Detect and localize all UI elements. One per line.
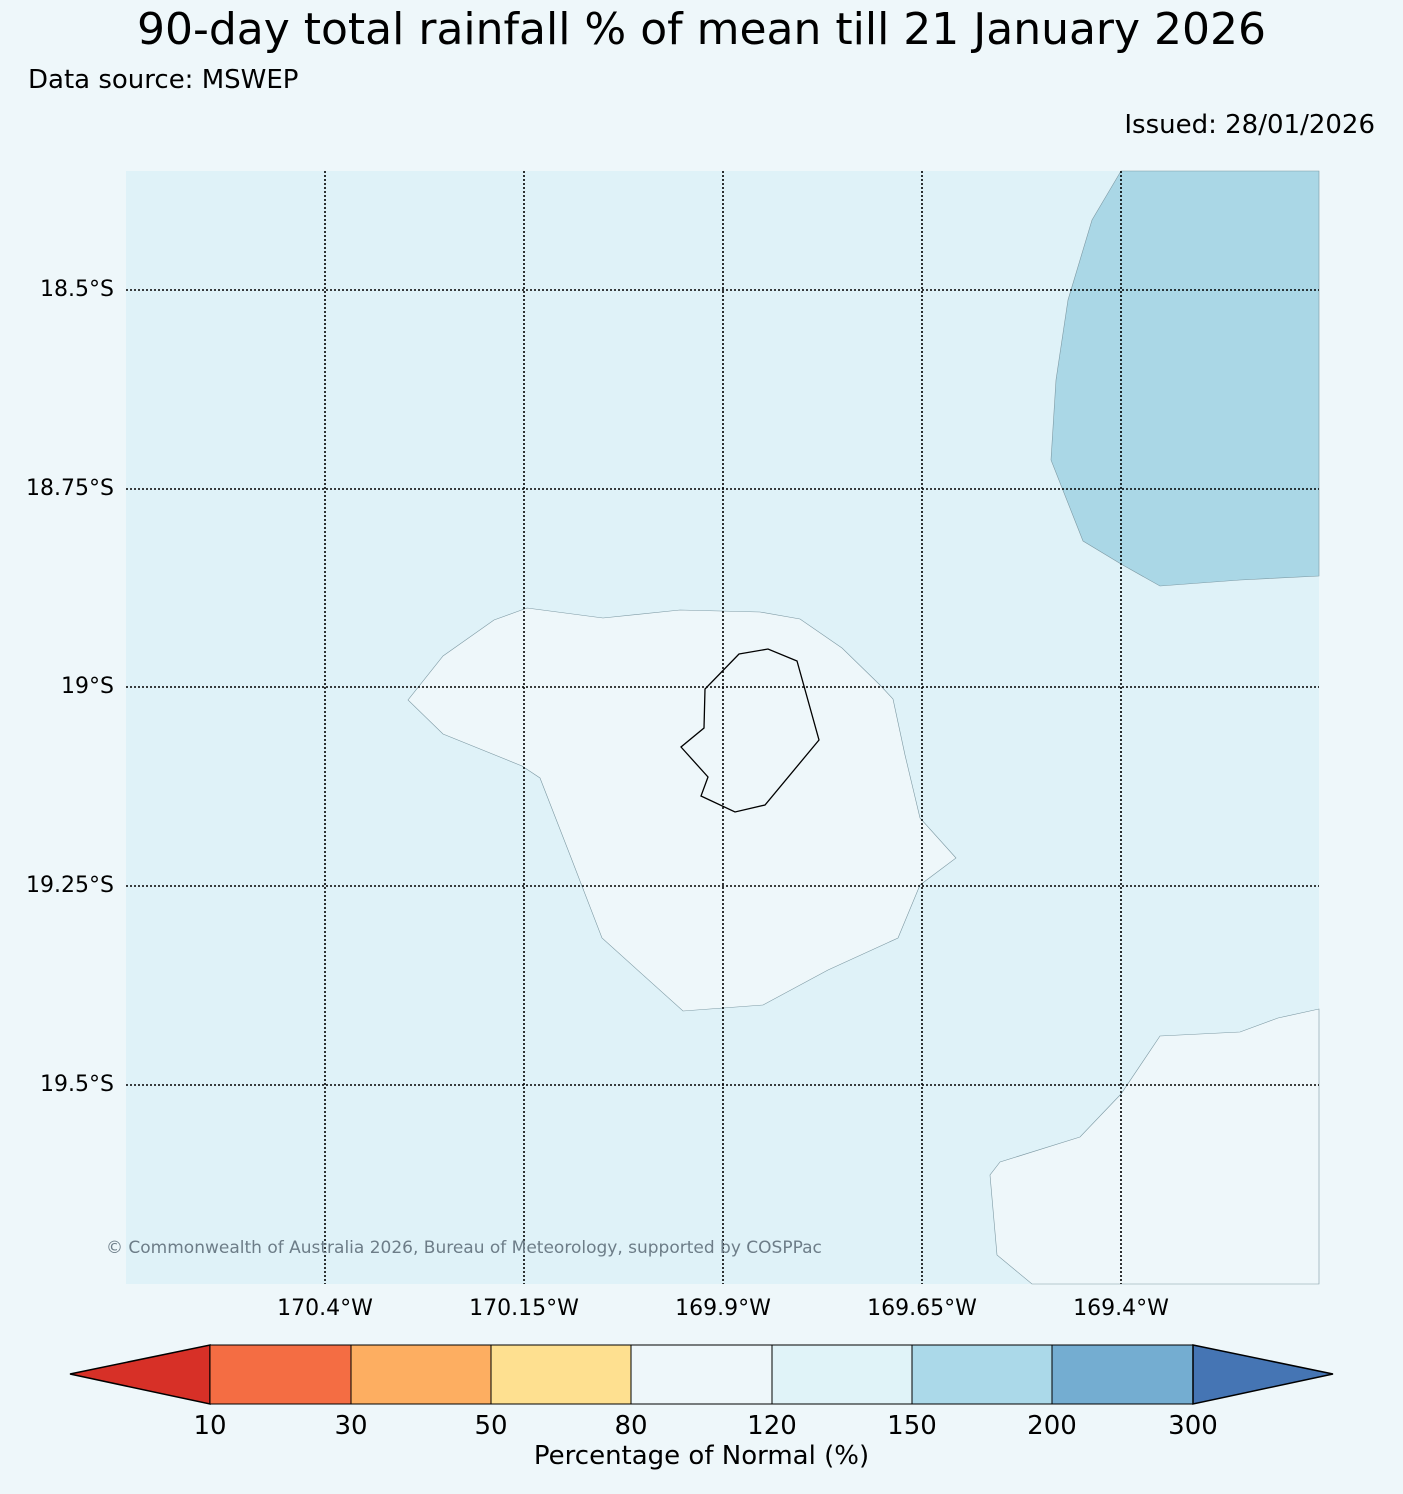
lon-label: 169.9°W [675, 1296, 771, 1321]
colorbar-tick: 30 [334, 1411, 368, 1441]
colorbar-extend-low [69, 1344, 211, 1405]
lat-label: 19°S [61, 674, 114, 699]
map-title: 90-day total rainfall % of mean till 21 … [136, 4, 1267, 55]
island-coastline [680, 648, 820, 813]
colorbar-segment [771, 1344, 913, 1405]
lat-label: 18.75°S [26, 476, 114, 501]
lat-label: 19.25°S [26, 873, 114, 898]
colorbar-segment [490, 1344, 632, 1405]
lat-label: 18.5°S [40, 277, 114, 302]
colorbar-segment [209, 1344, 352, 1405]
colorbar-tick: 50 [474, 1411, 508, 1441]
colorbar-extend-high [1192, 1344, 1334, 1405]
lon-label: 170.15°W [469, 1296, 579, 1321]
colorbar-segment [1051, 1344, 1194, 1405]
lon-label: 169.4°W [1073, 1296, 1169, 1321]
lon-label: 169.65°W [867, 1296, 977, 1321]
region-80-120-center [407, 607, 957, 1012]
colorbar-segment [911, 1344, 1053, 1405]
colorbar-tick: 120 [747, 1411, 797, 1441]
colorbar-tick: 200 [1027, 1411, 1077, 1441]
colorbar-tick: 150 [887, 1411, 937, 1441]
copyright-text: © Commonwealth of Australia 2026, Bureau… [106, 1238, 822, 1258]
colorbar-tick: 300 [1168, 1411, 1218, 1441]
colorbar-title: Percentage of Normal (%) [533, 1441, 870, 1471]
colorbar-tick: 10 [193, 1411, 227, 1441]
colorbar-segment [350, 1344, 492, 1405]
region-150-200 [1050, 170, 1320, 587]
colorbar-segment [630, 1344, 773, 1405]
colorbar-tick: 80 [614, 1411, 648, 1441]
graticule [126, 171, 1319, 1284]
issued-date: Issued: 28/01/2026 [1124, 110, 1375, 140]
region-80-120-southeast [989, 1008, 1320, 1285]
lon-label: 170.4°W [277, 1296, 373, 1321]
data-source: Data source: MSWEP [28, 65, 299, 95]
lat-label: 19.5°S [40, 1072, 114, 1097]
